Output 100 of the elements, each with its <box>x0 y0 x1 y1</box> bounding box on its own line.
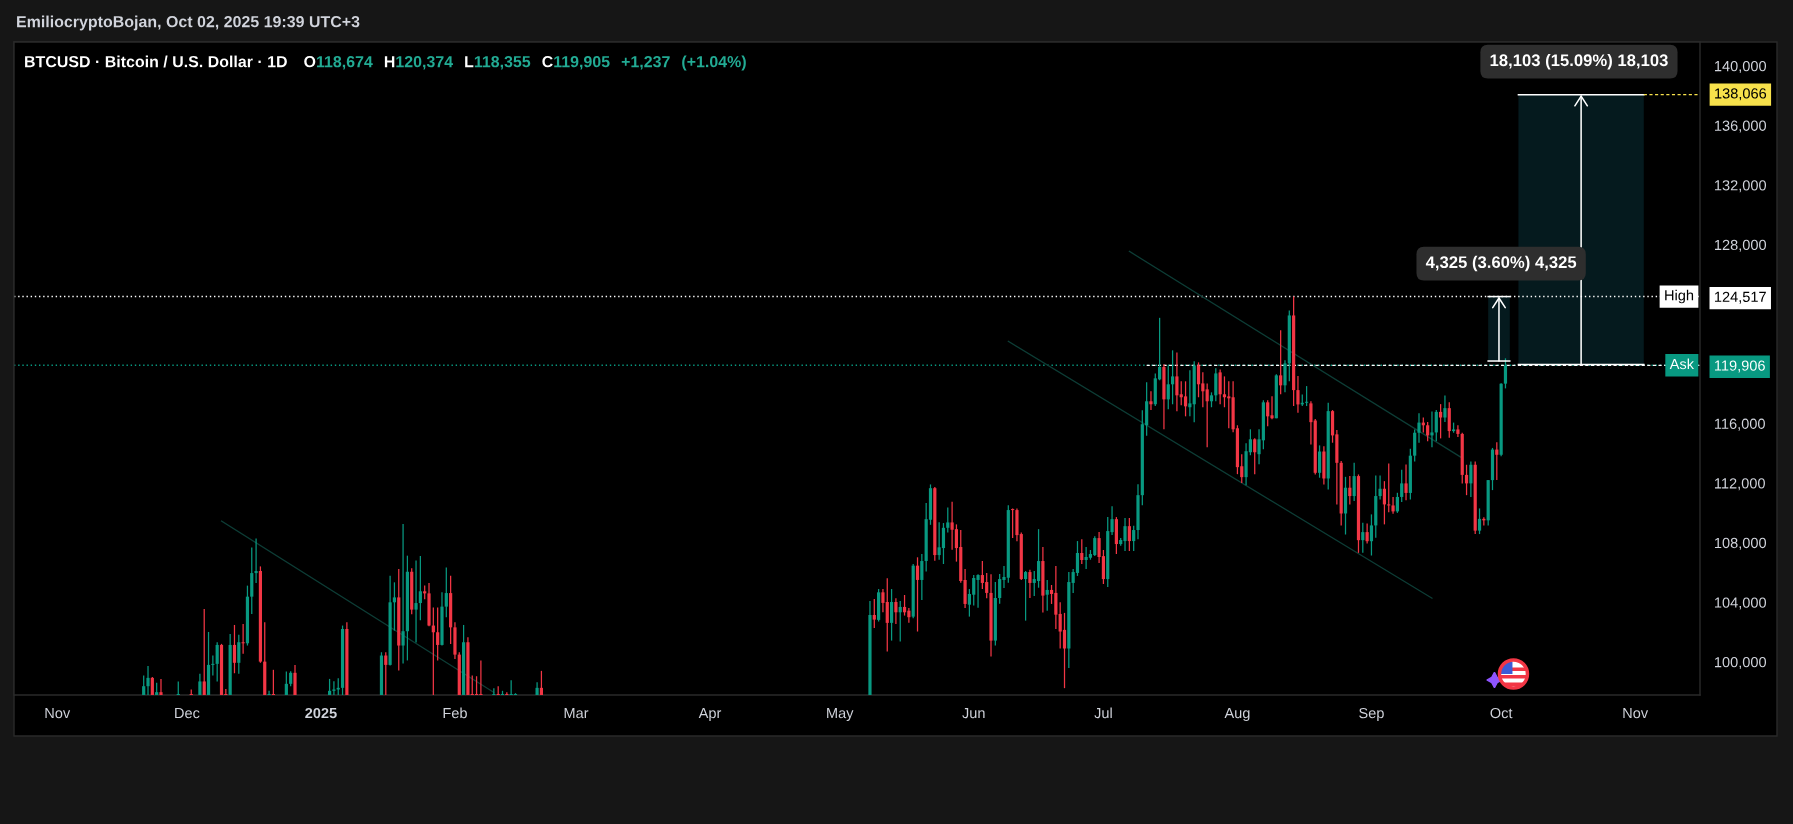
x-tick-label: Oct <box>1490 707 1513 719</box>
candlestick <box>1011 507 1015 539</box>
candlestick <box>1214 367 1218 402</box>
candlestick <box>1270 395 1274 420</box>
candlestick <box>1317 444 1322 479</box>
candlestick <box>241 623 245 655</box>
candlestick <box>254 537 258 584</box>
candlestick <box>384 651 388 695</box>
candlestick <box>1382 480 1387 525</box>
candlestick <box>232 624 237 674</box>
candlestick <box>1404 463 1408 501</box>
candlestick <box>392 581 397 632</box>
candlestick <box>1439 403 1443 440</box>
candlestick <box>1477 507 1482 535</box>
candlestick <box>885 577 889 653</box>
x-tick-label: Mar <box>564 708 589 719</box>
candlestick <box>1400 469 1404 503</box>
candlestick <box>418 555 422 621</box>
y-tick-label: 119,906 <box>1715 360 1765 373</box>
candlestick <box>1084 546 1088 570</box>
candlestick <box>1188 369 1192 417</box>
y-tick-label: 140,000 <box>1715 60 1767 73</box>
data-label: 138,066 <box>1715 88 1767 101</box>
candlestick <box>202 608 206 695</box>
candlestick <box>1028 569 1032 599</box>
candlestick <box>1283 359 1287 393</box>
y-tick-label: 132,000 <box>1715 180 1767 193</box>
candlestick <box>1179 380 1183 406</box>
candlestick <box>1054 565 1058 630</box>
candlestick <box>1205 382 1209 448</box>
candlestick <box>998 573 1002 605</box>
candlestick <box>1222 375 1227 408</box>
y-tick-label: 108,000 <box>1715 537 1767 550</box>
candlestick <box>1387 462 1391 513</box>
candlestick <box>436 606 440 662</box>
candlestick <box>980 560 984 590</box>
candlestick <box>492 687 496 695</box>
candlestick <box>1036 528 1041 589</box>
candlestick <box>267 690 271 695</box>
x-tick-label: Nov <box>45 708 71 719</box>
candlestick <box>1469 460 1473 498</box>
ref-line-label: Ask <box>1669 358 1695 370</box>
y-tick-label: 104,000 <box>1715 597 1767 610</box>
x-tick-label: 2025 <box>305 707 337 719</box>
candlestick <box>1080 538 1084 565</box>
candlestick <box>332 680 336 695</box>
ref-line-label: High <box>1665 289 1694 304</box>
candlestick <box>1045 579 1049 612</box>
candlestick <box>1413 428 1417 463</box>
candlestick <box>889 588 894 642</box>
candlestick <box>1426 421 1430 442</box>
candlestick <box>271 669 275 695</box>
candlestick <box>1196 361 1201 398</box>
candlestick <box>215 641 219 683</box>
candlestick <box>1279 329 1283 395</box>
y-tick-label: 136,000 <box>1715 120 1767 133</box>
candlestick <box>1391 496 1395 515</box>
candlestick <box>1149 390 1153 411</box>
candlestick <box>1024 570 1028 622</box>
y-tick-label: 128,000 <box>1715 239 1767 252</box>
y-tick-label: 112,000 <box>1715 478 1765 491</box>
candlestick <box>976 573 980 609</box>
candlestick <box>1365 522 1369 545</box>
x-tick-label: Feb <box>443 707 467 719</box>
candlestick <box>872 598 876 629</box>
candlestick <box>250 546 254 615</box>
candlestick <box>479 659 483 695</box>
x-tick-label: May <box>827 708 854 722</box>
y-tick-label: 124,517 <box>1715 291 1766 304</box>
candlestick <box>1058 601 1062 650</box>
candlestick <box>950 501 954 551</box>
candlestick <box>946 506 950 534</box>
text: O118,674 H120,374 L118,355 C119,905 +1,237 (+1.04%) <box>304 55 746 71</box>
candlestick <box>1352 462 1356 502</box>
candlestick <box>1093 535 1097 557</box>
x-tick-label: Jul <box>1094 707 1112 719</box>
candlestick <box>414 559 418 644</box>
text: EmiliocryptoBojan, Oct 02, 2025 19:39 UTC+3 <box>17 15 360 31</box>
x-tick-label: Aug <box>1224 708 1250 722</box>
x-tick-label: Sep <box>1359 707 1384 722</box>
y-tick-label: 100,000 <box>1715 657 1767 670</box>
candlestick <box>1183 380 1188 417</box>
candlestick <box>1305 385 1309 407</box>
candlestick <box>1378 474 1382 501</box>
annotation: 18,103 (15.09%) 18,103 <box>1490 53 1668 70</box>
candlestick <box>937 521 941 561</box>
candlestick <box>293 664 297 695</box>
candlestick <box>972 574 976 607</box>
x-tick-label: Nov <box>1623 708 1649 719</box>
candlestick <box>1253 437 1257 475</box>
candlestick <box>920 553 924 601</box>
candlestick <box>474 675 479 695</box>
candlestick <box>915 556 920 633</box>
candlestick <box>1175 351 1179 412</box>
candlestick <box>1395 492 1399 514</box>
candlestick <box>444 566 448 618</box>
y-tick-label: 116,000 <box>1715 418 1765 431</box>
candlestick <box>1132 525 1136 552</box>
candlestick <box>539 670 544 695</box>
candlestick <box>1447 401 1451 439</box>
